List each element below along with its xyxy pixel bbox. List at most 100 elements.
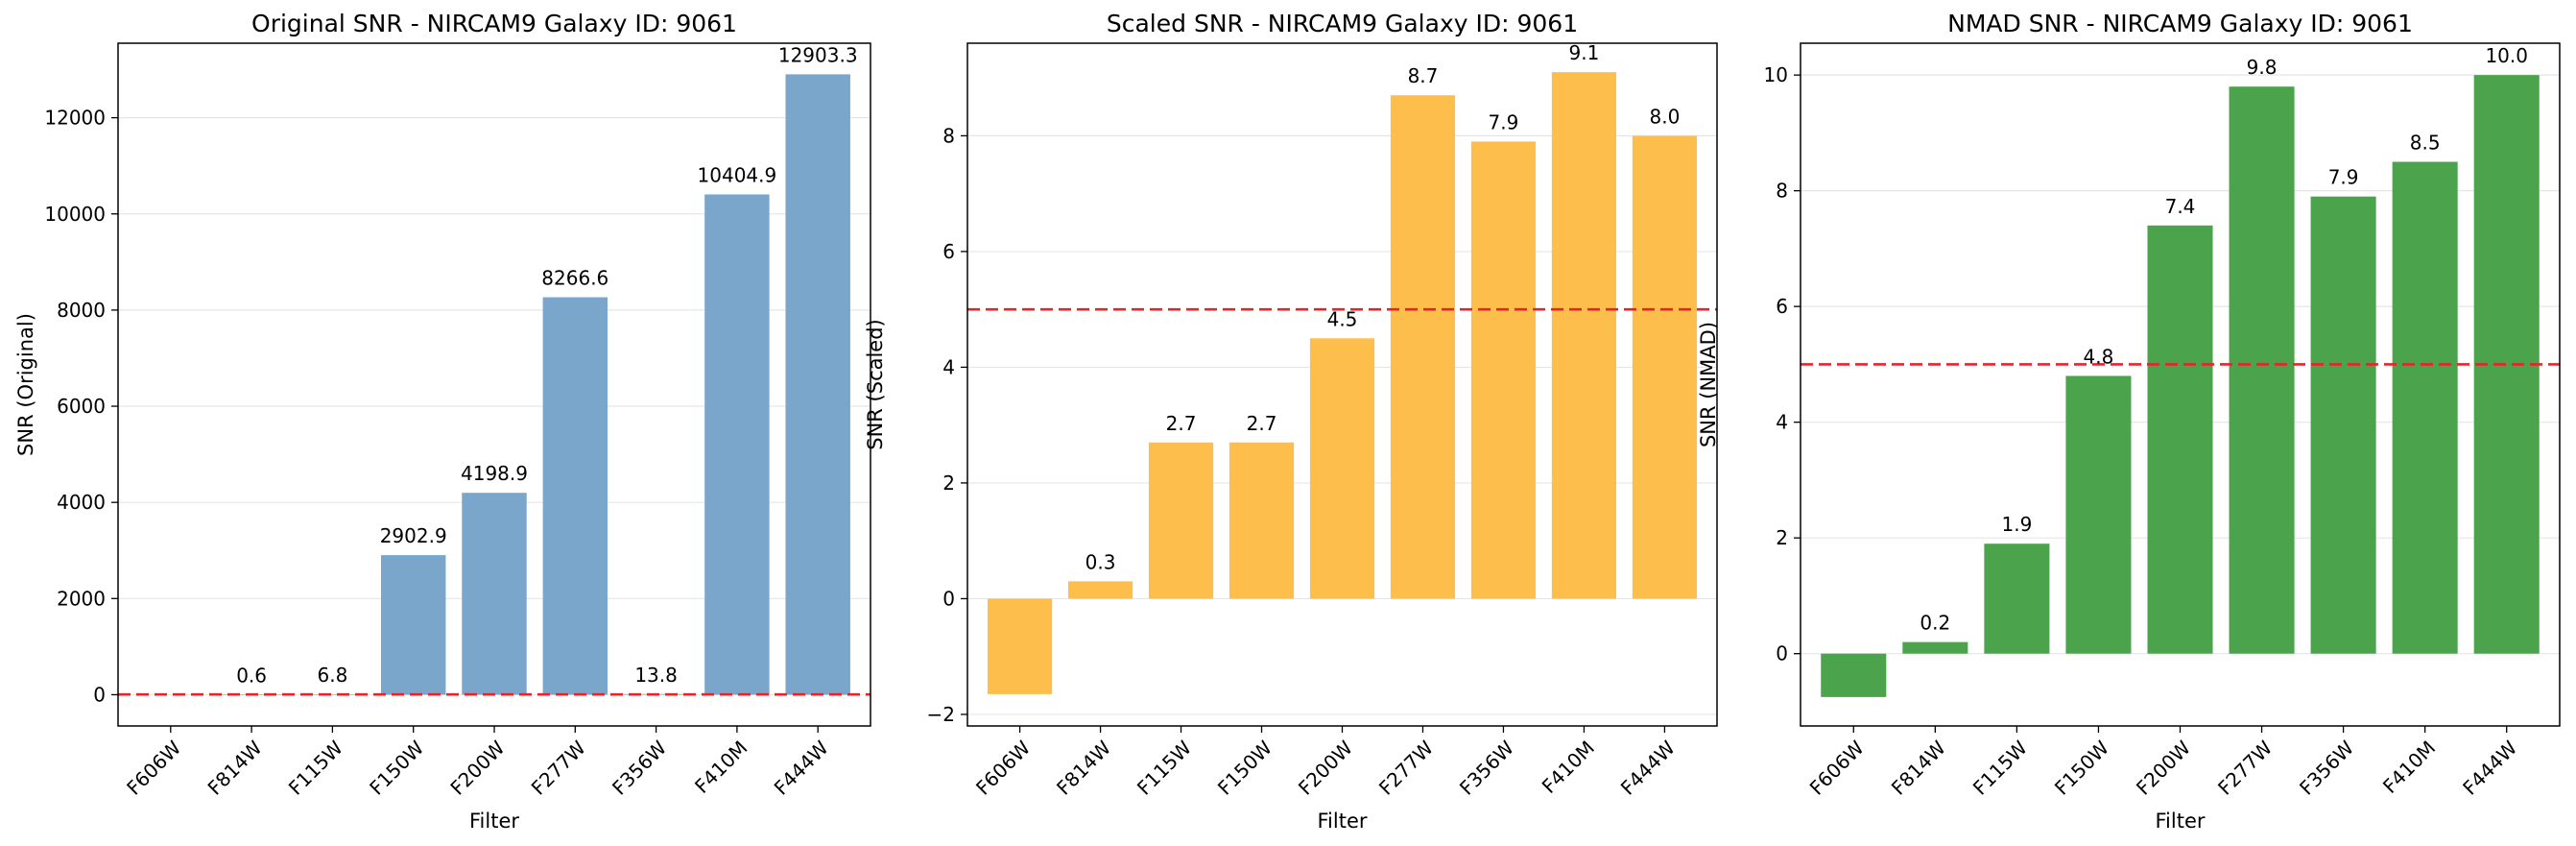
x-tick-label-f444w: F444W <box>770 736 833 799</box>
x-tick-label-f356w: F356W <box>2295 736 2358 799</box>
x-tick-label-f814w: F814W <box>1887 736 1950 799</box>
x-tick-label-f150w: F150W <box>2050 736 2113 799</box>
y-axis-label: SNR (Original) <box>14 313 37 456</box>
y-tick-label: −2 <box>927 703 955 726</box>
data-label: 4.5 <box>1327 307 1358 330</box>
chart-panel-nmad-snr: 0.2 1.9 4.8 7.4 9.8 7.9 8.5 10.0 0 2 4 6 8 10 F606W F81… <box>1697 10 2561 833</box>
bar-f814w <box>1067 581 1133 599</box>
data-label: 8.0 <box>1650 105 1681 128</box>
y-tick-label: 12000 <box>44 107 106 130</box>
data-label: 7.4 <box>2165 195 2196 218</box>
bar-f410m <box>704 194 770 695</box>
data-label: 8.7 <box>1408 64 1439 87</box>
data-label: 8.5 <box>2410 132 2441 155</box>
y-tick-label: 10 <box>1764 63 1788 86</box>
y-tick-label: 6000 <box>57 395 106 418</box>
y-tick-label: 4 <box>1776 411 1788 434</box>
x-tick-label-f277w: F277W <box>1374 736 1438 799</box>
y-tick-label: 4000 <box>57 491 106 514</box>
y-tick-label: 8000 <box>57 299 106 322</box>
bar-f150w <box>2065 375 2132 654</box>
x-tick-label-f814w: F814W <box>1052 736 1115 799</box>
bar-f277w <box>2229 86 2295 654</box>
x-tick-label-f150w: F150W <box>365 736 428 799</box>
y-tick-label: 4 <box>942 355 955 378</box>
chart-title: Scaled SNR - NIRCAM9 Galaxy ID: 9061 <box>1107 10 1578 37</box>
bar-f150w <box>380 555 446 695</box>
x-axis-label: Filter <box>469 810 519 833</box>
x-tick-label-f444w: F444W <box>1616 736 1680 799</box>
bar-f410m <box>1551 72 1617 599</box>
bar-f115w <box>299 694 366 695</box>
data-label: 6.8 <box>317 664 347 687</box>
data-label: 10404.9 <box>698 163 777 186</box>
data-label: 2.7 <box>1247 412 1277 435</box>
y-tick-label: 0 <box>1776 642 1788 665</box>
data-label: 9.1 <box>1569 41 1600 64</box>
data-label: 0.6 <box>236 664 267 687</box>
bar-f150w <box>1228 442 1295 599</box>
bar-f356w <box>1470 141 1537 599</box>
y-axis-label: SNR (Scaled) <box>864 319 887 450</box>
bar-f277w <box>542 297 608 695</box>
data-label: 1.9 <box>2001 513 2032 536</box>
bar-f115w <box>1984 544 2050 654</box>
data-label: 10.0 <box>2485 44 2528 67</box>
bar-f444w <box>785 74 850 695</box>
y-tick-label: 0 <box>942 587 955 610</box>
bar-f410m <box>2392 161 2458 654</box>
y-tick-label: 6 <box>1776 295 1788 318</box>
data-label: 9.8 <box>2247 56 2278 79</box>
bar-f444w <box>1632 135 1698 599</box>
x-tick-label-f606w: F606W <box>971 736 1035 799</box>
x-tick-label-f410m: F410M <box>2378 737 2440 798</box>
x-tick-label-f200w: F200W <box>445 736 509 799</box>
y-tick-label: 10000 <box>44 203 106 226</box>
bar-f200w <box>2147 225 2213 654</box>
x-axis-label: Filter <box>2155 810 2205 833</box>
x-tick-label-f277w: F277W <box>2213 736 2277 799</box>
x-tick-label-f606w: F606W <box>1805 736 1869 799</box>
data-label: 4.8 <box>2084 345 2114 368</box>
data-label: 0.2 <box>1920 612 1950 635</box>
x-tick-label-f200w: F200W <box>2132 736 2195 799</box>
y-tick-label: 6 <box>942 240 955 263</box>
x-tick-label-f814w: F814W <box>203 736 267 799</box>
data-label: 12903.3 <box>778 43 858 66</box>
x-tick-label-f277w: F277W <box>527 736 590 799</box>
x-tick-label-f410m: F410M <box>690 737 751 798</box>
x-tick-label-f200w: F200W <box>1294 736 1357 799</box>
data-label: 8266.6 <box>541 267 608 290</box>
bar-f115w <box>1148 442 1214 599</box>
bar-f814w <box>1902 641 1968 654</box>
y-axis-label: SNR (NMAD) <box>1697 322 1720 447</box>
bar-f200w <box>462 493 527 695</box>
bar-f606w <box>1821 653 1887 697</box>
x-tick-label-f606w: F606W <box>122 736 185 799</box>
x-tick-label-f356w: F356W <box>1455 736 1518 799</box>
data-label: 7.9 <box>1489 110 1519 133</box>
x-tick-label-f115w: F115W <box>1968 736 2032 799</box>
x-axis-label: Filter <box>1317 810 1367 833</box>
x-tick-label-f444w: F444W <box>2458 736 2521 799</box>
data-label: 13.8 <box>634 664 678 687</box>
data-label: 0.3 <box>1085 550 1116 573</box>
chart-title: NMAD SNR - NIRCAM9 Galaxy ID: 9061 <box>1947 10 2413 37</box>
chart-panel-original-snr: 0.6 6.8 2902.9 4198.9 8266.6 13.8 10404.9 12903… <box>14 10 871 833</box>
data-label: 2902.9 <box>380 524 447 547</box>
x-tick-label-f410m: F410M <box>1538 737 1599 798</box>
x-tick-label-f356w: F356W <box>608 736 671 799</box>
x-tick-label-f150w: F150W <box>1213 736 1276 799</box>
y-tick-label: 0 <box>93 683 106 706</box>
chart-panel-scaled-snr: 0.3 2.7 2.7 4.5 8.7 7.9 9.1 8.0 −2 0 2 4 6 8 F606W F814… <box>864 10 1718 833</box>
data-label: 2.7 <box>1166 412 1197 435</box>
bar-f356w <box>2310 196 2376 654</box>
y-tick-label: 2000 <box>57 587 106 610</box>
x-tick-label-f115w: F115W <box>1133 736 1196 799</box>
data-label: 4198.9 <box>461 462 528 485</box>
y-tick-label: 2 <box>1776 526 1788 549</box>
data-label: 7.9 <box>2328 166 2359 189</box>
bar-f606w <box>987 598 1053 694</box>
y-tick-label: 2 <box>942 471 955 495</box>
